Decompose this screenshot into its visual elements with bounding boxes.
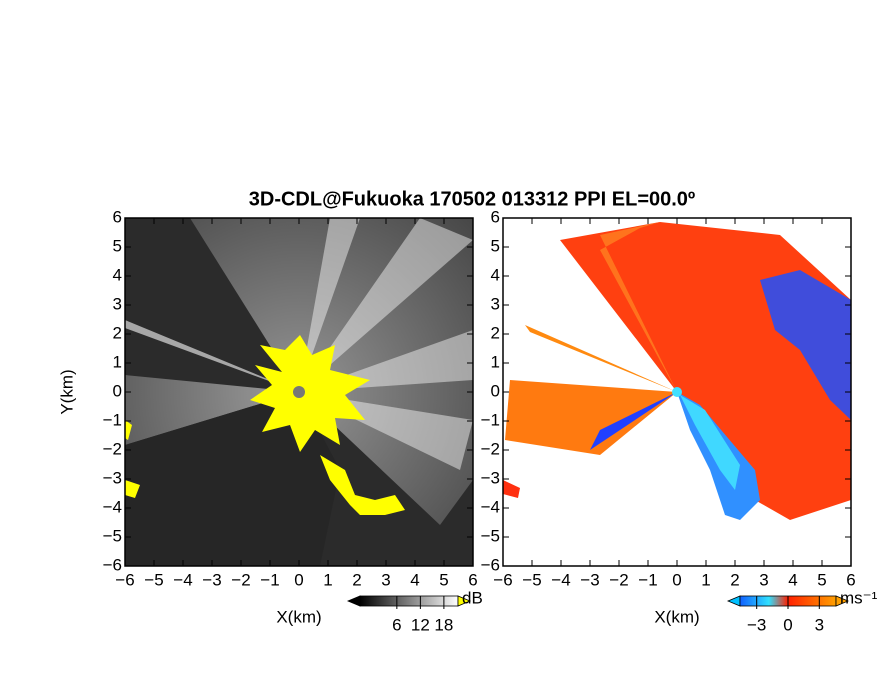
x-tick-label: −5 [522,570,541,589]
colorbar-low-end [726,595,741,607]
colorbar-tick-label: −3 [747,615,766,634]
colorbar-high-end [457,595,472,607]
y-tick-label: 3 [113,294,122,313]
y-tick-label: −1 [481,410,500,429]
y-tick-label: 5 [113,236,122,255]
figure-title: 3D-CDL@Fukuoka 170502 013312 PPI EL=00.0… [249,188,695,210]
colorbar-low-end [346,595,361,607]
y-tick-label: 0 [113,381,122,400]
x-tick-label: −5 [144,570,163,589]
x-tick-label: 1 [323,570,332,589]
colorbar-tick-label: 0 [783,615,792,634]
colorbar-unit: dB [462,588,483,607]
x-tick-label: 6 [468,570,477,589]
x-axis-label: X(km) [276,607,321,626]
x-tick-label: −2 [231,570,250,589]
x-tick-label: 4 [788,570,797,589]
y-tick-label: 4 [113,265,122,284]
x-tick-label: −4 [551,570,570,589]
x-tick-label: 0 [672,570,681,589]
y-tick-label: −6 [103,555,122,574]
x-tick-label: −1 [260,570,279,589]
y-tick-label: −2 [103,439,122,458]
x-tick-label: 0 [294,570,303,589]
colorbar-tick-label: 12 [411,615,430,634]
reflectivity-image [125,218,473,566]
x-tick-label: 5 [817,570,826,589]
x-axis-label: X(km) [654,607,699,626]
y-tick-label: 1 [491,352,500,371]
y-tick-label: 0 [491,381,500,400]
x-tick-label: 3 [759,570,768,589]
colorbar-tick-label: 3 [815,615,824,634]
y-tick-label: 1 [113,352,122,371]
x-tick-label: −4 [173,570,192,589]
y-tick-label: −2 [481,439,500,458]
x-tick-label: −2 [609,570,628,589]
y-tick-label: −3 [103,468,122,487]
x-tick-label: 2 [352,570,361,589]
x-tick-label: 5 [439,570,448,589]
colorbar [359,595,459,607]
x-tick-label: 4 [410,570,419,589]
y-tick-label: −6 [481,555,500,574]
colorbar-tick-label: 6 [392,615,401,634]
colorbar-unit: ms⁻¹ [840,588,878,607]
y-tick-label: 4 [491,265,500,284]
y-tick-label: 6 [491,207,500,226]
y-tick-label: 5 [491,236,500,255]
y-tick-label: 3 [491,294,500,313]
x-tick-label: −6 [115,570,134,589]
x-tick-label: 1 [701,570,710,589]
x-tick-label: −6 [493,570,512,589]
y-tick-label: −1 [103,410,122,429]
x-tick-label: 6 [846,570,855,589]
x-tick-label: −3 [202,570,221,589]
y-tick-label: −4 [481,497,500,516]
colorbar-high-end [835,595,850,607]
y-tick-label: −4 [103,497,122,516]
y-tick-label: −5 [481,526,500,545]
y-tick-label: 2 [491,323,500,342]
velocity-image [503,218,851,566]
x-tick-label: 3 [381,570,390,589]
y-tick-label: 2 [113,323,122,342]
y-axis-label: Y(km) [57,369,76,414]
x-tick-label: −1 [638,570,657,589]
x-tick-label: 2 [730,570,739,589]
y-tick-label: −3 [481,468,500,487]
x-tick-label: −3 [580,570,599,589]
colorbar-tick-label: 18 [434,615,453,634]
y-tick-label: −5 [103,526,122,545]
y-tick-label: 6 [113,207,122,226]
